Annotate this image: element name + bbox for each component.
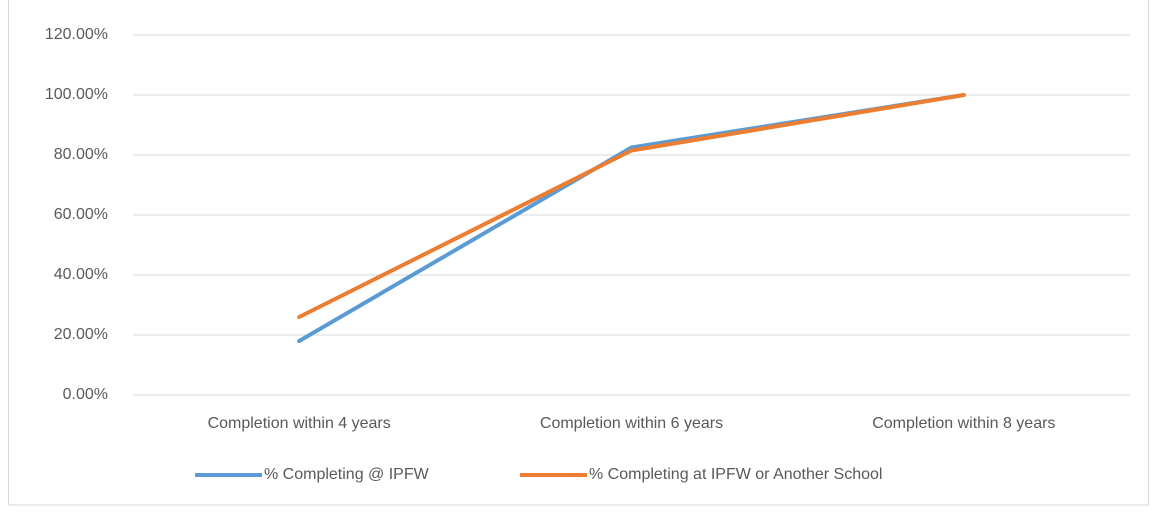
legend-label: % Completing @ IPFW <box>264 466 430 483</box>
y-tick-label: 80.00% <box>54 146 108 163</box>
y-tick-label: 0.00% <box>63 386 108 403</box>
x-tick-label: Completion within 8 years <box>872 415 1055 432</box>
y-tick-label: 60.00% <box>54 206 108 223</box>
y-tick-label: 120.00% <box>45 26 108 43</box>
x-tick-label: Completion within 4 years <box>208 415 391 432</box>
y-tick-label: 20.00% <box>54 326 108 343</box>
y-tick-label: 40.00% <box>54 266 108 283</box>
series-line <box>297 93 966 343</box>
series-line <box>297 93 966 319</box>
legend-label: % Completing at IPFW or Another School <box>589 466 882 483</box>
chart-frame <box>8 0 1149 506</box>
x-tick-label: Completion within 6 years <box>540 415 723 432</box>
y-tick-label: 100.00% <box>45 86 108 103</box>
